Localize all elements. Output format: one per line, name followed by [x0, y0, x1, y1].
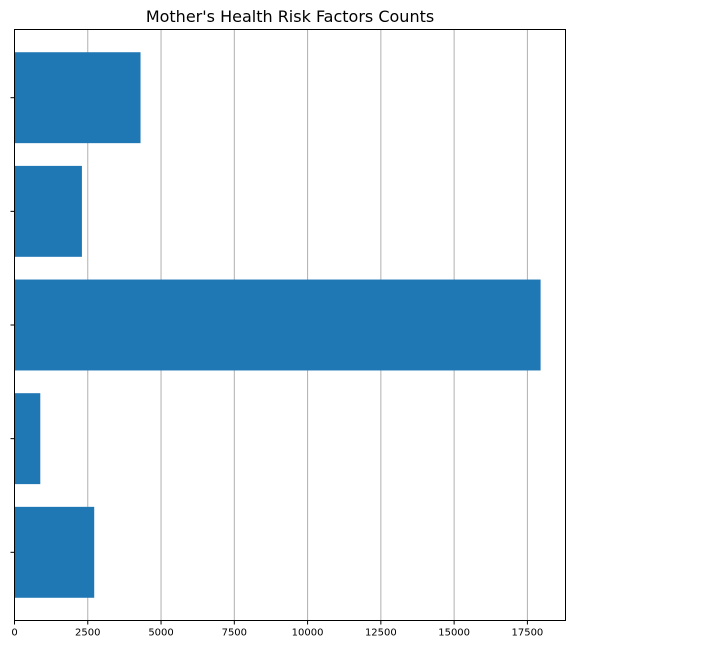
- x-tick-label: 2500: [75, 628, 100, 639]
- x-tick-label: 15000: [438, 628, 470, 639]
- bars: [14, 52, 541, 598]
- x-tick-label: 12500: [365, 628, 397, 639]
- x-tick-label: 5000: [148, 628, 173, 639]
- bar: [14, 52, 141, 144]
- x-tick-label: 17500: [511, 628, 543, 639]
- bar: [14, 506, 95, 598]
- axis-ticks: 0 2500 5000 7500 10000 12500 15000 17500: [10, 97, 543, 639]
- x-tick-label: 7500: [222, 628, 247, 639]
- bar: [14, 279, 541, 371]
- x-tick-label: 10000: [292, 628, 324, 639]
- x-tick-label: 0: [11, 628, 17, 639]
- bar: [14, 393, 41, 485]
- chart-title: Mother's Health Risk Factors Counts: [145, 7, 435, 26]
- bar: [14, 165, 82, 257]
